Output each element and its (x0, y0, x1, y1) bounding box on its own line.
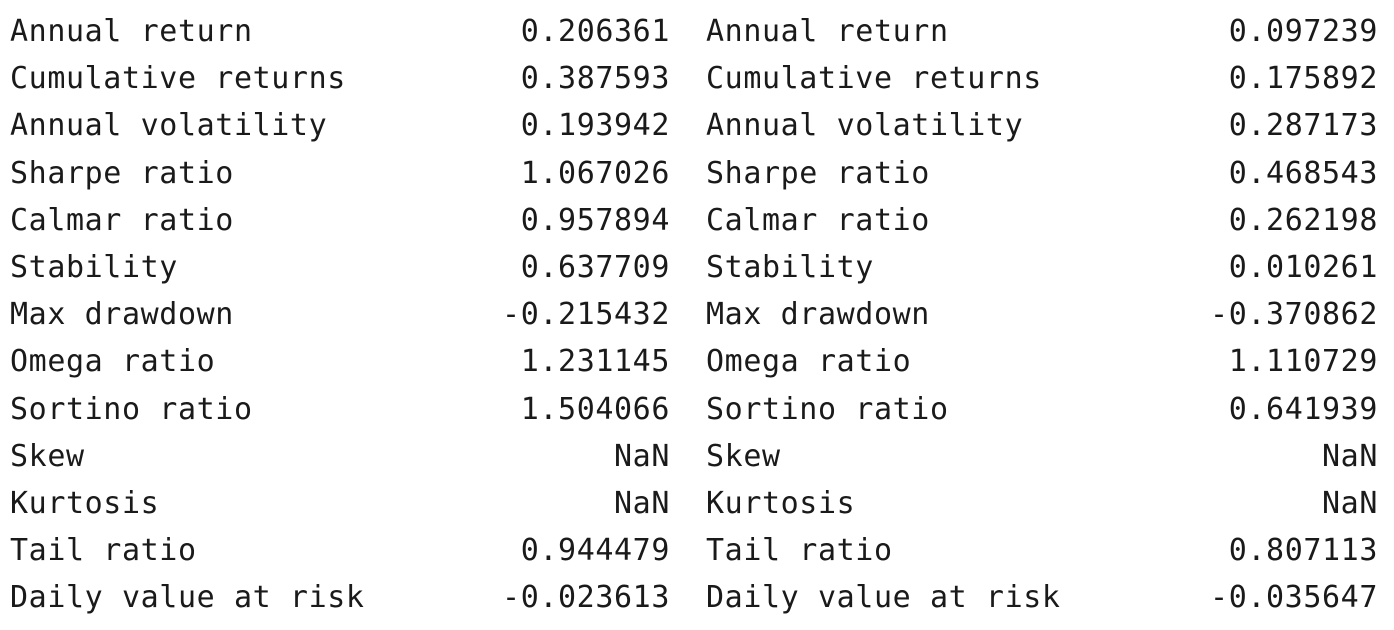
stats-row-stability: Stability 0.637709 (10, 244, 670, 291)
stat-label: Annual return (10, 14, 253, 49)
stats-row-annual-return: Annual return 0.097239 (706, 8, 1378, 55)
stat-label: Max drawdown (706, 297, 930, 333)
stat-label: Cumulative returns (10, 61, 346, 97)
stat-value: NaN (614, 438, 670, 474)
stat-label: Sortino ratio (706, 391, 949, 427)
stat-value: NaN (614, 485, 670, 521)
stat-value: 0.206361 (520, 14, 670, 49)
stat-value: NaN (1322, 485, 1378, 521)
stat-label: Annual return (706, 14, 949, 49)
stat-value: 0.387593 (520, 61, 670, 97)
stat-value: 1.231145 (520, 344, 670, 380)
stat-label: Tail ratio (10, 533, 197, 569)
stat-label: Cumulative returns (706, 61, 1042, 97)
stat-label: Sortino ratio (10, 391, 253, 427)
stat-value: 1.504066 (520, 391, 670, 427)
stat-label: Calmar ratio (10, 202, 234, 238)
stat-label: Calmar ratio (706, 202, 930, 238)
stat-label: Omega ratio (10, 344, 216, 380)
stats-row-cumulative-returns: Cumulative returns 0.387593 (10, 55, 670, 102)
stats-row-skew: Skew NaN (706, 433, 1378, 480)
stats-row-omega-ratio: Omega ratio 1.110729 (706, 338, 1378, 385)
stat-value: -0.370862 (1210, 297, 1378, 333)
stat-label: Daily value at risk (10, 580, 365, 616)
stat-value: 0.097239 (1228, 14, 1378, 49)
stat-value: 0.641939 (1228, 391, 1378, 427)
stats-row-sortino-ratio: Sortino ratio 1.504066 (10, 386, 670, 433)
stats-row-annual-return: Annual return 0.206361 (10, 8, 670, 55)
stat-value: 0.807113 (1228, 533, 1378, 569)
stat-label: Kurtosis (10, 485, 160, 521)
stat-label: Skew (10, 438, 85, 474)
stat-value: 1.110729 (1228, 344, 1378, 380)
stats-row-max-drawdown: Max drawdown -0.215432 (10, 291, 670, 338)
left-stats-table: Annual return 0.206361 Cumulative return… (10, 8, 670, 621)
stat-value: 0.010261 (1228, 249, 1378, 285)
stat-value: 0.957894 (520, 202, 670, 238)
stat-value: 0.262198 (1228, 202, 1378, 238)
stats-row-tail-ratio: Tail ratio 0.807113 (706, 527, 1378, 574)
stat-label: Stability (10, 249, 178, 285)
stat-value: 0.175892 (1228, 61, 1378, 97)
stats-row-sharpe-ratio: Sharpe ratio 1.067026 (10, 150, 670, 197)
stat-value: 0.193942 (520, 108, 670, 144)
stats-row-daily-value-at-risk: Daily value at risk -0.023613 (10, 574, 670, 621)
stat-value: -0.215432 (502, 297, 670, 333)
stat-label: Kurtosis (706, 485, 856, 521)
stat-label: Sharpe ratio (706, 155, 930, 191)
stat-value: 0.944479 (520, 533, 670, 569)
stats-row-kurtosis: Kurtosis NaN (10, 480, 670, 527)
stat-label: Annual volatility (706, 108, 1024, 144)
right-stats-table: Annual return 0.097239 Cumulative return… (706, 8, 1378, 621)
stat-label: Sharpe ratio (10, 155, 234, 191)
stats-row-cumulative-returns: Cumulative returns 0.175892 (706, 55, 1378, 102)
stat-label: Omega ratio (706, 344, 912, 380)
stat-value: -0.023613 (502, 580, 670, 616)
stat-label: Daily value at risk (706, 580, 1061, 616)
stats-row-skew: Skew NaN (10, 433, 670, 480)
stats-row-calmar-ratio: Calmar ratio 0.957894 (10, 197, 670, 244)
stat-label: Stability (706, 249, 874, 285)
stat-value: NaN (1322, 438, 1378, 474)
stats-row-tail-ratio: Tail ratio 0.944479 (10, 527, 670, 574)
stat-value: -0.035647 (1210, 580, 1378, 616)
stats-row-sharpe-ratio: Sharpe ratio 0.468543 (706, 150, 1378, 197)
stats-row-calmar-ratio: Calmar ratio 0.262198 (706, 197, 1378, 244)
stats-row-annual-volatility: Annual volatility 0.193942 (10, 102, 670, 149)
stat-label: Max drawdown (10, 297, 234, 333)
stats-row-kurtosis: Kurtosis NaN (706, 480, 1378, 527)
stat-label: Tail ratio (706, 533, 893, 569)
stat-value: 0.637709 (520, 249, 670, 285)
stats-row-daily-value-at-risk: Daily value at risk -0.035647 (706, 574, 1378, 621)
stat-value: 0.468543 (1228, 155, 1378, 191)
stats-row-stability: Stability 0.010261 (706, 244, 1378, 291)
stats-row-sortino-ratio: Sortino ratio 0.641939 (706, 386, 1378, 433)
stat-label: Annual volatility (10, 108, 328, 144)
stats-row-omega-ratio: Omega ratio 1.231145 (10, 338, 670, 385)
stat-value: 1.067026 (520, 155, 670, 191)
stats-row-annual-volatility: Annual volatility 0.287173 (706, 102, 1378, 149)
stat-value: 0.287173 (1228, 108, 1378, 144)
stat-label: Skew (706, 438, 781, 474)
stats-row-max-drawdown: Max drawdown -0.370862 (706, 291, 1378, 338)
